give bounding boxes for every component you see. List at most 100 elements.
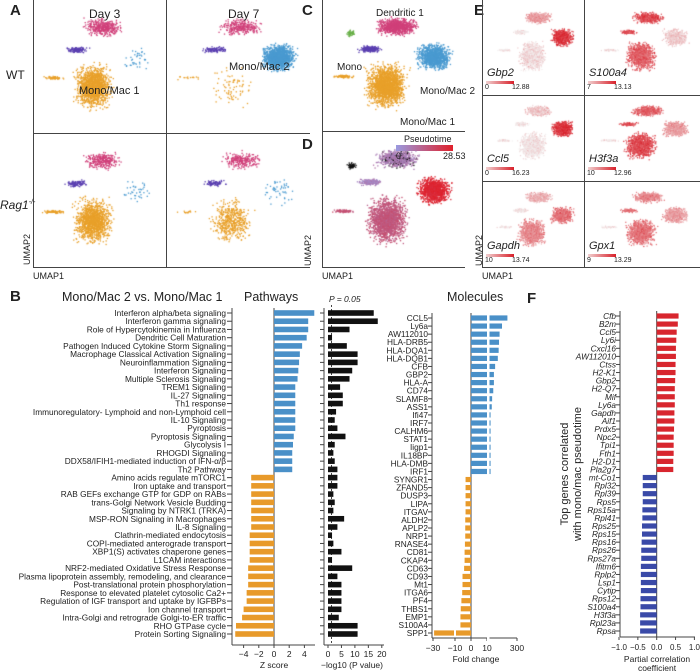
correlation-bar [656, 353, 676, 359]
zscore-bar [274, 433, 294, 440]
fold-change-bar [460, 606, 471, 612]
gene-label: H2-Q7 [592, 384, 617, 394]
fold-change-bar-upper [489, 468, 491, 475]
expression-scale-bar [486, 167, 514, 170]
gene-label: Gbp2 [596, 376, 617, 386]
pathway-label: Interferon Signaling [154, 366, 226, 376]
correlation-bar [640, 563, 657, 569]
correlation-axis-title: Partial correlation [624, 654, 690, 664]
gene-label: mt-Co1 [589, 473, 616, 483]
gene-label: Tpi1 [600, 440, 616, 450]
fold-change-bar [471, 355, 487, 361]
correlation-bar [640, 579, 657, 586]
expression-scale-max: 13.13 [614, 84, 632, 91]
molecule-label: CALHM6 [394, 426, 428, 436]
correlation-bar [656, 394, 675, 400]
pathway-label: Iron uptake and transport [133, 481, 226, 491]
pathway-label: RHO GTPase cycle [154, 621, 227, 631]
fold-change-bar [471, 428, 487, 434]
correlation-bar [656, 466, 674, 473]
pvalue-bar [328, 408, 337, 415]
correlation-bar [656, 329, 677, 335]
fold-change-bar [465, 476, 471, 483]
fold-change-bar [471, 404, 487, 410]
molecule-label: HLA-DRB5 [387, 337, 428, 347]
molecule-label: Ifi47 [412, 410, 428, 420]
fold-change-bar [471, 347, 487, 353]
panel-a-divider-h [33, 133, 310, 134]
zscore-bar [274, 351, 300, 357]
gene-label: Rpl39 [594, 489, 616, 499]
gene-label: Rpl41 [594, 513, 616, 523]
molecule-label: APLP2 [402, 523, 428, 533]
pvalue-bar [328, 540, 334, 547]
fold-change-bar [465, 533, 471, 539]
pvalue-bar [328, 573, 338, 580]
fold-change-bar [471, 420, 487, 426]
molecule-label: RNASE4 [395, 539, 429, 549]
zscore-bar [274, 326, 309, 333]
molecule-label: PF4 [413, 596, 429, 606]
pathways-comparison-title: Mono/Mac 2 vs. Mono/Mac 1 [62, 290, 223, 304]
gene-label: Fth1 [599, 448, 616, 458]
fold-change-bar [465, 501, 471, 507]
zscore-bar [274, 334, 307, 341]
fold-change-bar [465, 509, 471, 515]
pathway-label: Intra-Golgi and retrograde Golgi-to-ER t… [62, 613, 226, 623]
umap-expression-s100a4 [584, 0, 700, 95]
molecule-label: ZFAND5 [396, 483, 428, 493]
molecule-label: HLA-DMB [391, 458, 429, 468]
fold-change-bar [471, 380, 487, 386]
pathway-label: Pathogen Induced Cytokine Storm Signalin… [63, 341, 226, 351]
molecule-label: AW112010 [388, 329, 429, 339]
fold-change-tick-label: −30 [426, 643, 441, 653]
molecule-label: ALDH2 [401, 515, 428, 525]
pathway-label: Post-translational protein phosphorylati… [73, 580, 226, 590]
zscore-axis-title: Z score [260, 660, 289, 670]
label-mono-mac2-c: Mono/Mac 2 [420, 86, 476, 97]
zscore-bar [248, 565, 274, 571]
pvalue-bar [328, 590, 342, 596]
expression-scale-min: 7 [587, 84, 591, 91]
pathways-title: Pathways [244, 290, 298, 304]
pathway-label: Dendritic Cell Maturation [135, 333, 226, 343]
gene-label: AW112010 [575, 351, 617, 361]
expression-scale-bar [588, 254, 616, 257]
molecule-label: S100A4 [398, 620, 428, 630]
expression-scale-max: 12.96 [614, 170, 632, 177]
fold-change-bar [464, 549, 471, 555]
zscore-bar [246, 598, 274, 604]
fold-change-bar [471, 444, 487, 450]
fold-change-bar [471, 468, 487, 475]
panel-label-e: E [474, 2, 485, 19]
panel-e-axis-y [482, 0, 483, 268]
zscore-bar [251, 499, 274, 506]
pvalue-bar [328, 499, 335, 506]
molecule-label: EMP1 [405, 612, 428, 622]
expression-scale-min: 9 [587, 257, 591, 264]
pathway-label: Response to elevated platelet cytosolic … [60, 588, 226, 598]
correlation-bar [656, 369, 676, 376]
pvalue-bar [328, 631, 358, 637]
fold-change-bar-upper [489, 396, 493, 402]
gene-label: Ifitm6 [596, 561, 617, 571]
correlation-ylabel-line2: with mono/mac pseudotime [572, 407, 584, 542]
pathway-label: Amino acids regulate mTORC1 [111, 473, 226, 483]
correlation-tick-label: 0.0 [651, 643, 663, 652]
fold-change-bar [461, 598, 471, 604]
pvalue-tick-label: 5 [339, 649, 344, 659]
fold-change-bar-upper [489, 355, 498, 361]
correlation-bar [656, 337, 677, 343]
molecule-label: IL18BP [401, 450, 429, 460]
correlation-bar [640, 612, 657, 618]
pvalue-bar [328, 450, 334, 456]
molecule-label: IRF7 [410, 418, 428, 428]
zscore-bar [274, 359, 300, 366]
zscore-bar [249, 548, 274, 555]
fold-change-tick-label: −10 [448, 643, 463, 653]
gene-label: Rps15a [587, 505, 616, 515]
fold-change-bar [471, 339, 487, 345]
gene-label: Prdx5 [594, 424, 616, 434]
correlation-bar [640, 571, 657, 578]
gene-label: Ccl5 [487, 153, 510, 165]
